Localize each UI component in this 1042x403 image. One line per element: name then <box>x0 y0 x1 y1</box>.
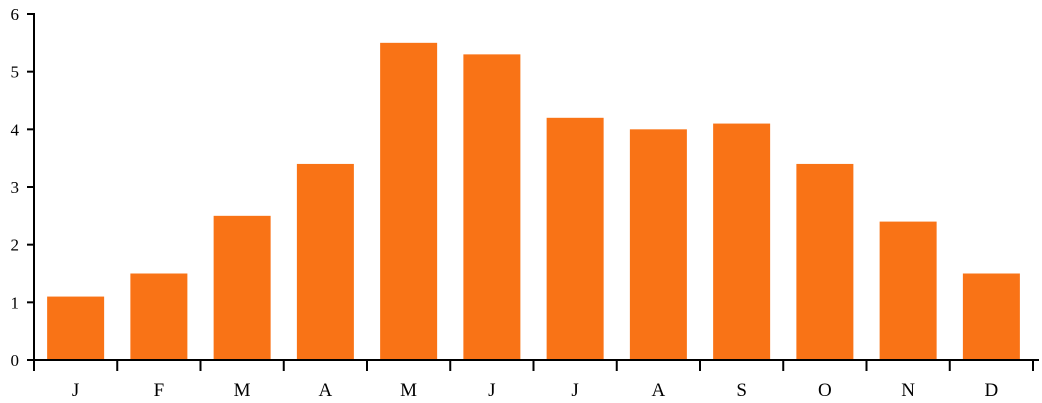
bar-3 <box>296 163 354 360</box>
x-category-label-2: M <box>234 380 251 401</box>
y-axis: 0 1 2 3 4 5 6 <box>11 5 35 370</box>
y-tick-label-5: 5 <box>11 63 20 82</box>
bar-6 <box>546 117 604 360</box>
x-category-label-8: S <box>736 380 747 401</box>
bar-10 <box>879 221 937 360</box>
x-category-label-10: N <box>901 380 915 401</box>
y-tick-label-4: 4 <box>11 120 20 139</box>
bars-group <box>47 42 1020 361</box>
bar-4 <box>380 42 438 360</box>
x-category-label-11: D <box>985 380 999 401</box>
y-tick-label-6: 6 <box>11 5 20 24</box>
y-tick-label-3: 3 <box>11 178 20 197</box>
bar-9 <box>796 163 854 360</box>
x-category-label-9: O <box>818 380 832 401</box>
y-tick-label-0: 0 <box>11 351 20 370</box>
y-tick-label-1: 1 <box>11 293 20 312</box>
bar-7 <box>629 129 687 360</box>
x-category-label-7: A <box>652 380 666 401</box>
bar-5 <box>463 54 521 361</box>
bar-2 <box>213 215 271 360</box>
x-category-label-1: F <box>154 380 165 401</box>
bar-1 <box>130 273 188 360</box>
bar-0 <box>47 296 105 360</box>
y-tick-label-2: 2 <box>11 236 20 255</box>
x-category-label-3: A <box>319 380 333 401</box>
bar-11 <box>962 273 1020 360</box>
x-category-label-4: M <box>400 380 417 401</box>
x-category-label-0: J <box>72 380 79 401</box>
x-category-label-6: J <box>571 380 578 401</box>
x-category-label-5: J <box>488 380 495 401</box>
bar-8 <box>713 123 771 360</box>
